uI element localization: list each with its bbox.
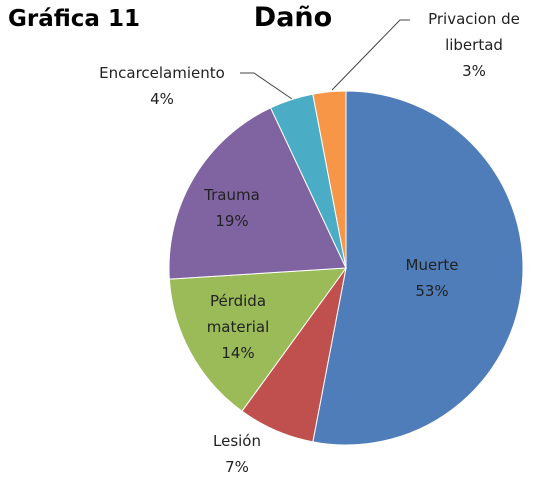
slice-name: Muerte [405, 256, 459, 274]
slice-value: 4% [150, 90, 174, 108]
slice-name: Trauma [204, 186, 260, 204]
heading: Gráfica 11 [8, 6, 140, 32]
slice-value: 53% [415, 282, 449, 300]
slice-value: 7% [225, 458, 249, 476]
data-label: Privacion de libertad 3% [419, 6, 529, 84]
leader-line [240, 72, 293, 100]
data-label: Lesión 7% [197, 428, 277, 480]
slice-value: 19% [215, 212, 249, 230]
pie-slice [312, 90, 524, 446]
data-label: Encarcelamiento 4% [82, 60, 242, 112]
slice-name: Privacion de libertad [428, 10, 520, 54]
chart-title: Daño [253, 2, 333, 33]
data-label: Trauma 19% [192, 182, 272, 234]
pie-slice [168, 107, 347, 280]
data-label: Muerte 53% [372, 252, 492, 304]
slice-name: Encarcelamiento [99, 64, 225, 82]
slice-name: Lesión [213, 432, 261, 450]
slice-value: 14% [221, 344, 255, 362]
data-label: Pérdida material 14% [193, 288, 283, 366]
slice-value: 3% [462, 62, 486, 80]
pie-slice [168, 267, 348, 412]
slice-name: Pérdida material [206, 292, 270, 336]
pie-slice [312, 90, 347, 269]
leader-line [331, 19, 410, 91]
